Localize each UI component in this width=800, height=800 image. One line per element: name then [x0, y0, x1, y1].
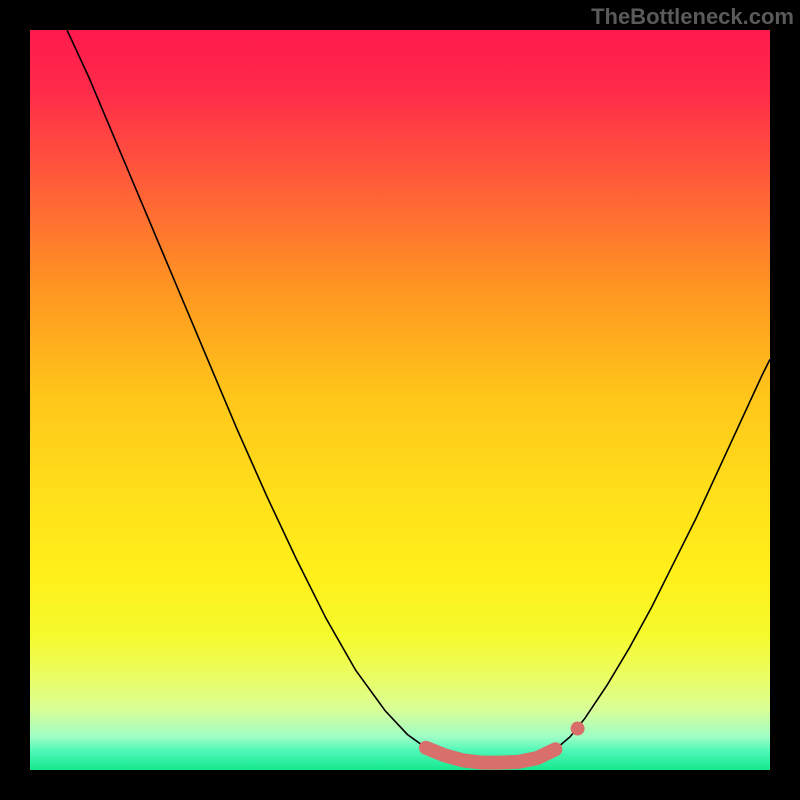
- chart-container: TheBottleneck.com: [0, 0, 800, 800]
- bottleneck-curve: [67, 30, 770, 763]
- curve-layer: [30, 30, 770, 770]
- watermark-text: TheBottleneck.com: [591, 4, 794, 30]
- highlight-end-dot: [571, 722, 585, 736]
- optimal-region-highlight: [426, 748, 556, 763]
- plot-area: [30, 30, 770, 770]
